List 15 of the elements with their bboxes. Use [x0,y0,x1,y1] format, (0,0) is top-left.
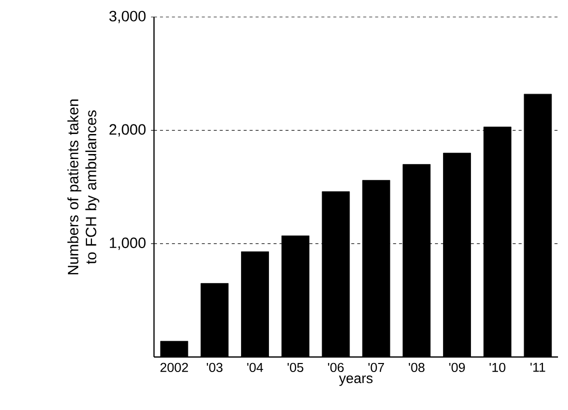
x-tick-label: '03 [206,362,222,372]
y-tick-label: 2,000 [110,124,146,136]
y-tick-label: 3,000 [109,10,146,24]
x-axis-title: years [338,376,373,386]
y-axis-title: Numbers of patients taken to FCH by ambulances [67,100,100,274]
x-tick-label: '09 [449,362,465,372]
x-tick-label: '11 [530,362,546,372]
x-tick-label: '08 [408,362,424,372]
x-tick-label: 2002 [160,362,188,372]
x-tick-label: '06 [328,362,344,372]
x-tick-label: '10 [490,362,506,372]
y-tick-label: 1,000 [110,237,146,250]
x-tick-label: '05 [288,362,304,372]
x-tick-label: '07 [368,362,384,372]
x-tick-label: '04 [247,362,264,372]
